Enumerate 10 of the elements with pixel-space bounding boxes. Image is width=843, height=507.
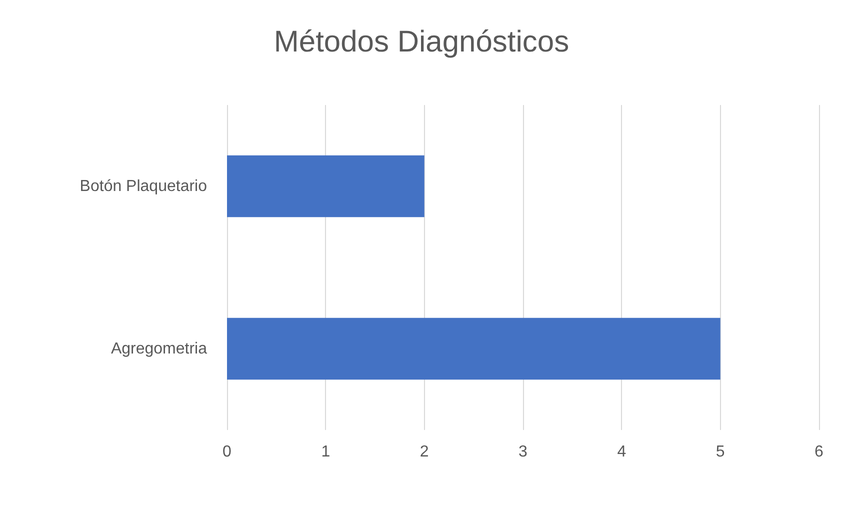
y-tick-label: Botón Plaquetario <box>80 178 208 195</box>
x-tick-label: 4 <box>617 444 626 460</box>
x-tick-label: 0 <box>222 444 232 460</box>
x-tick-label: 1 <box>321 444 330 460</box>
x-tick-label: 2 <box>420 444 429 460</box>
y-tick-label: Agregometria <box>110 340 208 358</box>
chart-title: Métodos Diagnósticos <box>274 26 570 58</box>
x-tick-label: 5 <box>716 444 725 460</box>
x-tick-label: 6 <box>814 444 824 460</box>
x-tick-label: 3 <box>518 444 528 460</box>
